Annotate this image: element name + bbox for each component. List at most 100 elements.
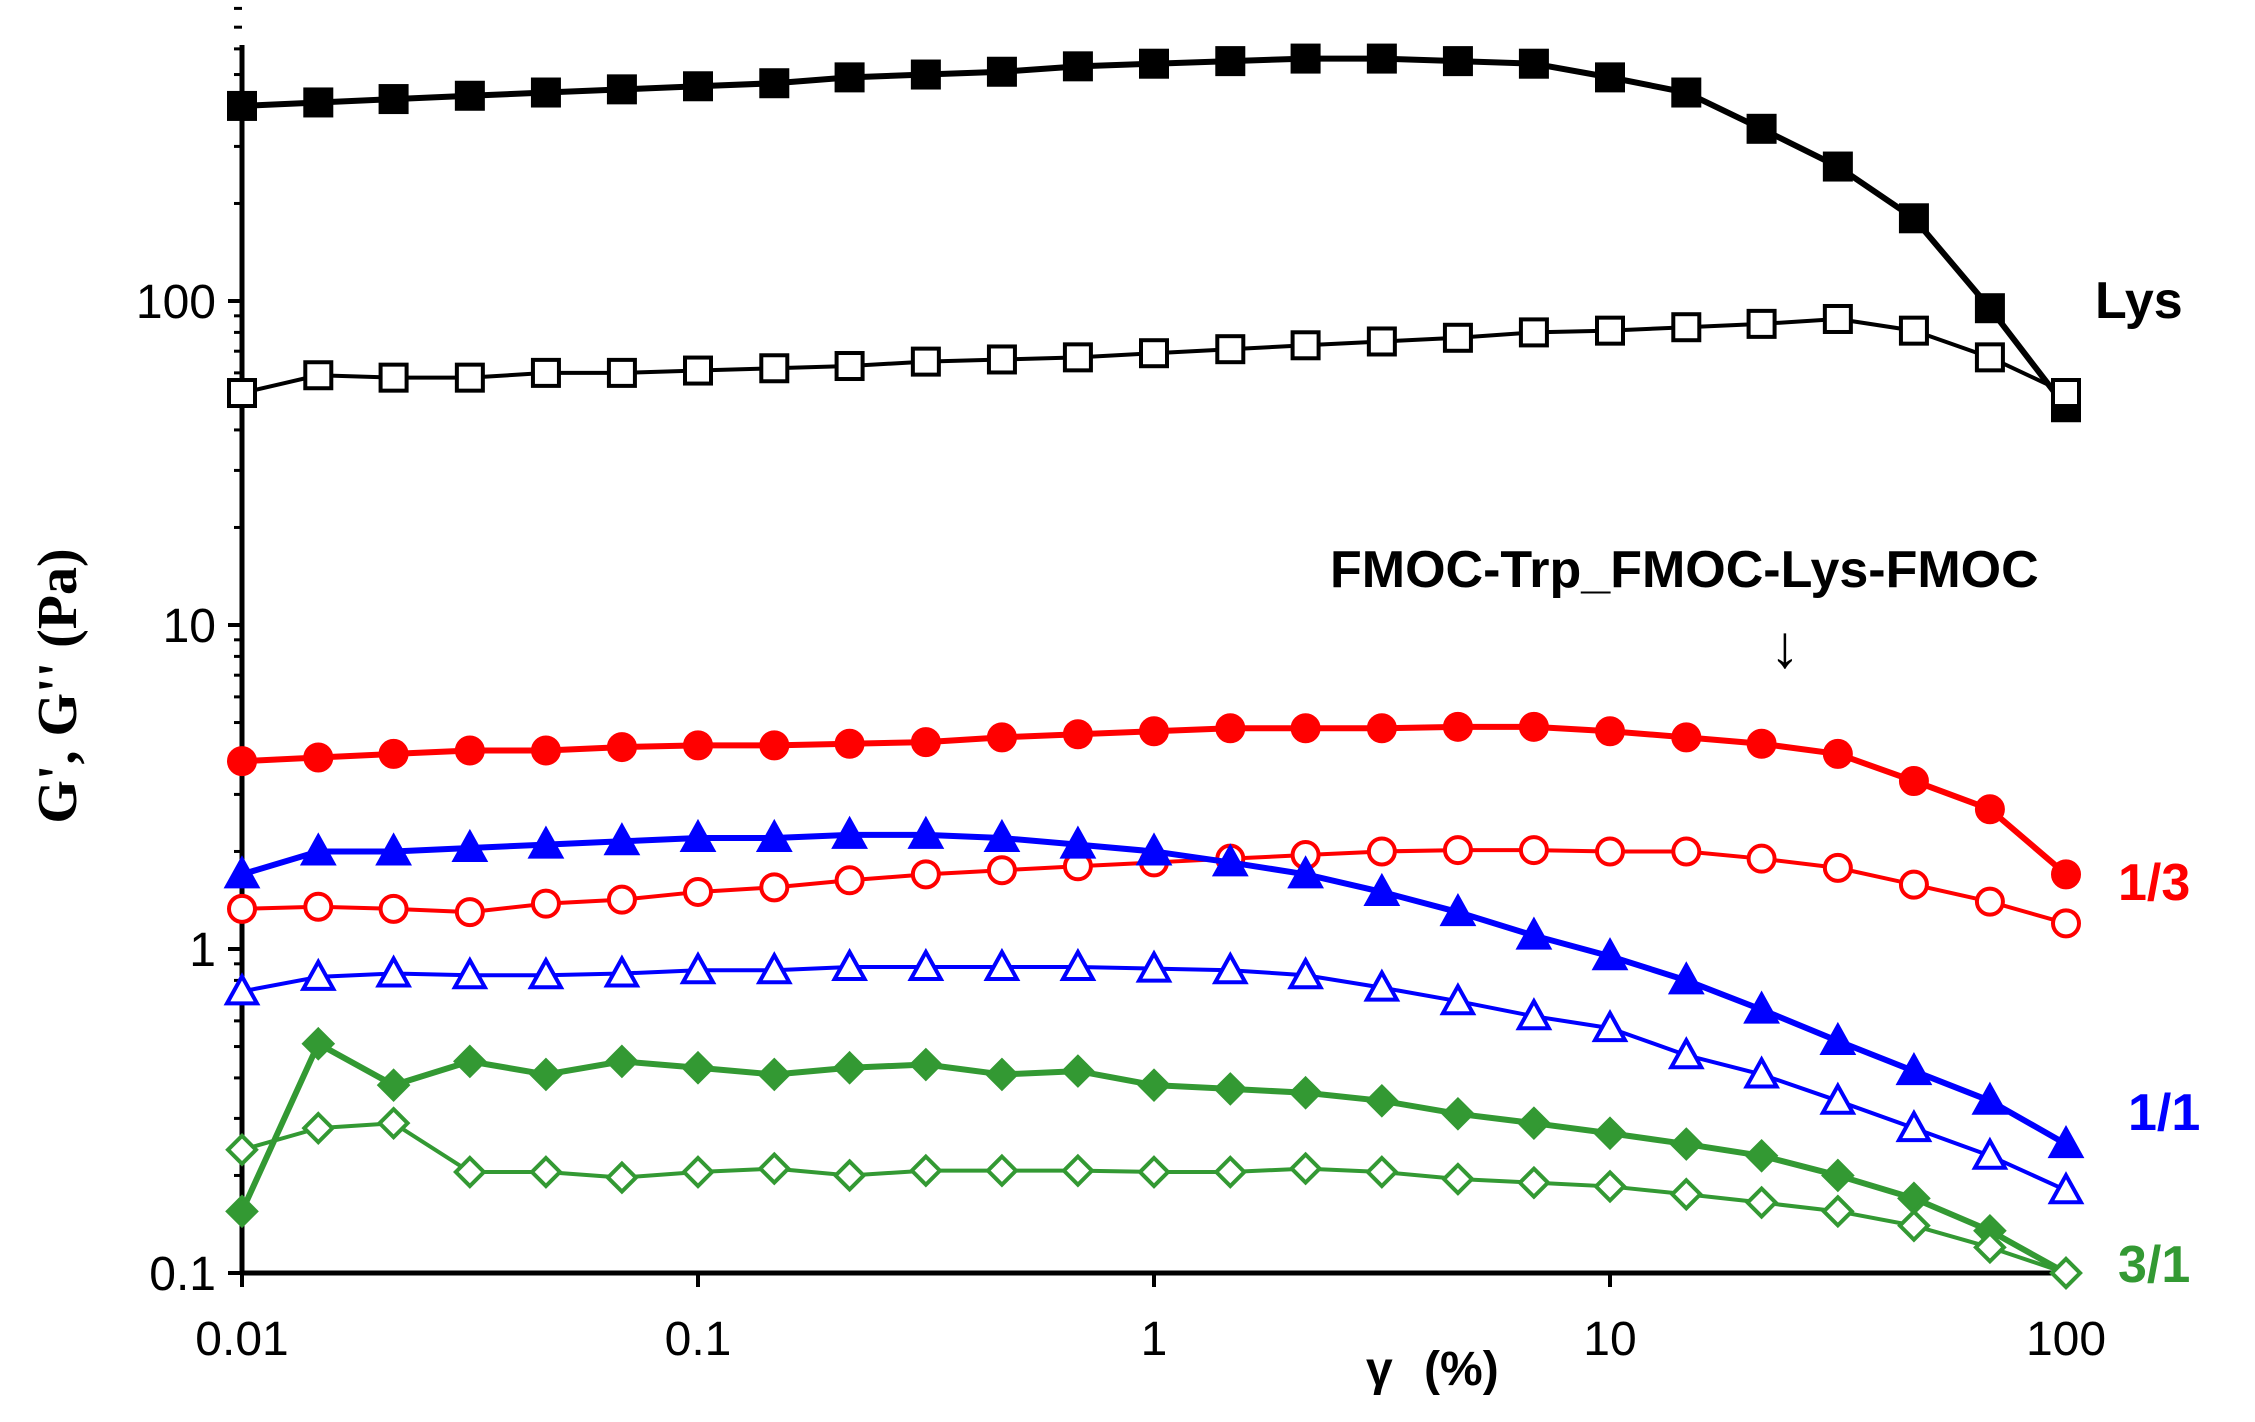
y-tick-label: 10 [163,600,216,653]
data-point-square-open [834,351,865,382]
data-point-square-open [378,362,409,393]
x-tick-label: 0.1 [665,1313,732,1366]
data-point-square-filled [1822,151,1853,182]
series-3-1-g- [225,1026,2083,1290]
data-point-circle-open [303,891,334,922]
data-point-circle-filled [454,735,485,766]
data-point-circle-filled [1898,766,1929,797]
data-point-circle-filled [303,742,334,773]
data-point-diamond-open [2049,1256,2083,1290]
data-point-square-open [1595,315,1625,346]
data-point-triangle-open [1363,968,1401,1002]
data-point-circle-filled [1822,738,1853,769]
data-point-triangle-filled [1895,1051,1933,1086]
data-point-diamond-filled [1897,1181,1931,1216]
data-point-diamond-open [1137,1155,1171,1189]
label-ratio-1-3: 1/3 [2118,854,2190,912]
data-point-circle-open [683,876,713,907]
data-point-triangle-filled [223,855,261,889]
data-point-circle-filled [1139,716,1169,747]
data-point-triangle-open [1895,1109,1933,1143]
data-point-circle-filled [1442,711,1473,742]
data-point-diamond-open [1669,1177,1704,1212]
data-point-triangle-open [1667,1036,1705,1070]
data-point-circle-filled [1671,722,1702,753]
data-point-triangle-open [679,951,717,985]
data-point-circle-filled [1974,794,2005,825]
data-point-square-open [1062,342,1093,373]
series-1-3-g- [227,835,2081,939]
data-point-diamond-open [453,1155,487,1189]
x-axis-title-symbol: γ [1366,1343,1393,1396]
data-point-square-filled [1366,43,1397,74]
y-tick-label: 1 [189,924,216,977]
x-axis-title-unit: (%) [1424,1343,1499,1396]
data-point-diamond-filled [1365,1083,1399,1118]
data-point-square-filled [454,80,485,111]
data-point-square-filled [1746,113,1777,144]
data-point-circle-open [454,897,485,928]
data-point-square-open [1290,330,1321,361]
data-point-square-open [1442,322,1473,353]
data-point-diamond-filled [909,1047,943,1082]
data-point-square-filled [1518,48,1549,79]
data-point-square-filled [1898,203,1929,234]
data-point-square-open [303,360,334,391]
data-point-triangle-filled [527,825,565,859]
y-axis-title: G', G'' (Pa) [27,548,89,823]
label-system-name: FMOC-Trp_FMOC-Lys-FMOC [1330,541,2039,599]
data-point-square-filled [227,90,257,121]
data-point-diamond-open [1821,1194,1855,1229]
data-point-triangle-filled [1667,961,1705,995]
label-ratio-3-1: 3/1 [2118,1236,2190,1294]
data-point-square-filled [530,77,561,108]
data-point-diamond-filled [1744,1138,1779,1173]
data-point-square-filled [1442,46,1473,77]
tick-labels: 0.01 0.1 1 10 100 0.1 1 10 100 [136,276,2106,1366]
data-point-triangle-filled [1591,937,1629,971]
data-point-diamond-open [1744,1185,1779,1220]
data-point-triangle-filled [1743,990,1780,1024]
data-point-triangle-open [527,956,565,990]
data-point-circle-filled [227,746,257,777]
data-point-diamond-filled [529,1057,563,1092]
x-tick-label: 0.01 [195,1313,288,1366]
data-point-circle-open [530,888,561,919]
data-point-diamond-filled [301,1026,336,1061]
data-point-triangle-open [1591,1008,1629,1043]
data-point-diamond-filled [1137,1068,1171,1102]
data-point-circle-open [227,893,257,924]
data-point-square-filled [1671,77,1702,108]
series-layer [223,43,2085,1290]
data-point-square-open [2051,378,2081,409]
data-point-circle-filled [1366,713,1397,744]
data-point-triangle-open [375,954,412,988]
series-3-1-g- [225,1106,2083,1290]
data-point-triangle-open [907,947,945,981]
data-point-triangle-open [223,972,261,1006]
data-point-triangle-open [1971,1136,2009,1170]
data-point-triangle-filled [1363,872,1401,906]
data-point-diamond-filled [1669,1127,1704,1161]
data-point-square-filled [759,68,790,99]
data-point-square-open [1974,342,2005,373]
data-point-square-open [1139,338,1169,369]
data-point-triangle-filled [1135,832,1173,866]
data-point-triangle-open [1059,947,1097,981]
data-point-triangle-open [451,956,489,990]
data-point-diamond-open [529,1155,563,1189]
data-point-square-open [606,357,637,388]
data-point-diamond-open [376,1106,411,1141]
data-point-circle-open [1518,835,1549,866]
data-point-square-filled [606,74,637,105]
data-point-square-filled [1062,51,1093,82]
data-point-diamond-open [832,1158,867,1193]
data-point-square-filled [834,62,865,93]
data-point-square-open [227,378,257,409]
data-point-diamond-open [909,1153,943,1188]
data-point-diamond-filled [1441,1096,1475,1131]
data-point-triangle-open [1515,997,1553,1031]
x-tick-label: 1 [1141,1313,1168,1366]
data-point-diamond-filled [757,1057,792,1092]
data-point-circle-open [910,859,941,890]
